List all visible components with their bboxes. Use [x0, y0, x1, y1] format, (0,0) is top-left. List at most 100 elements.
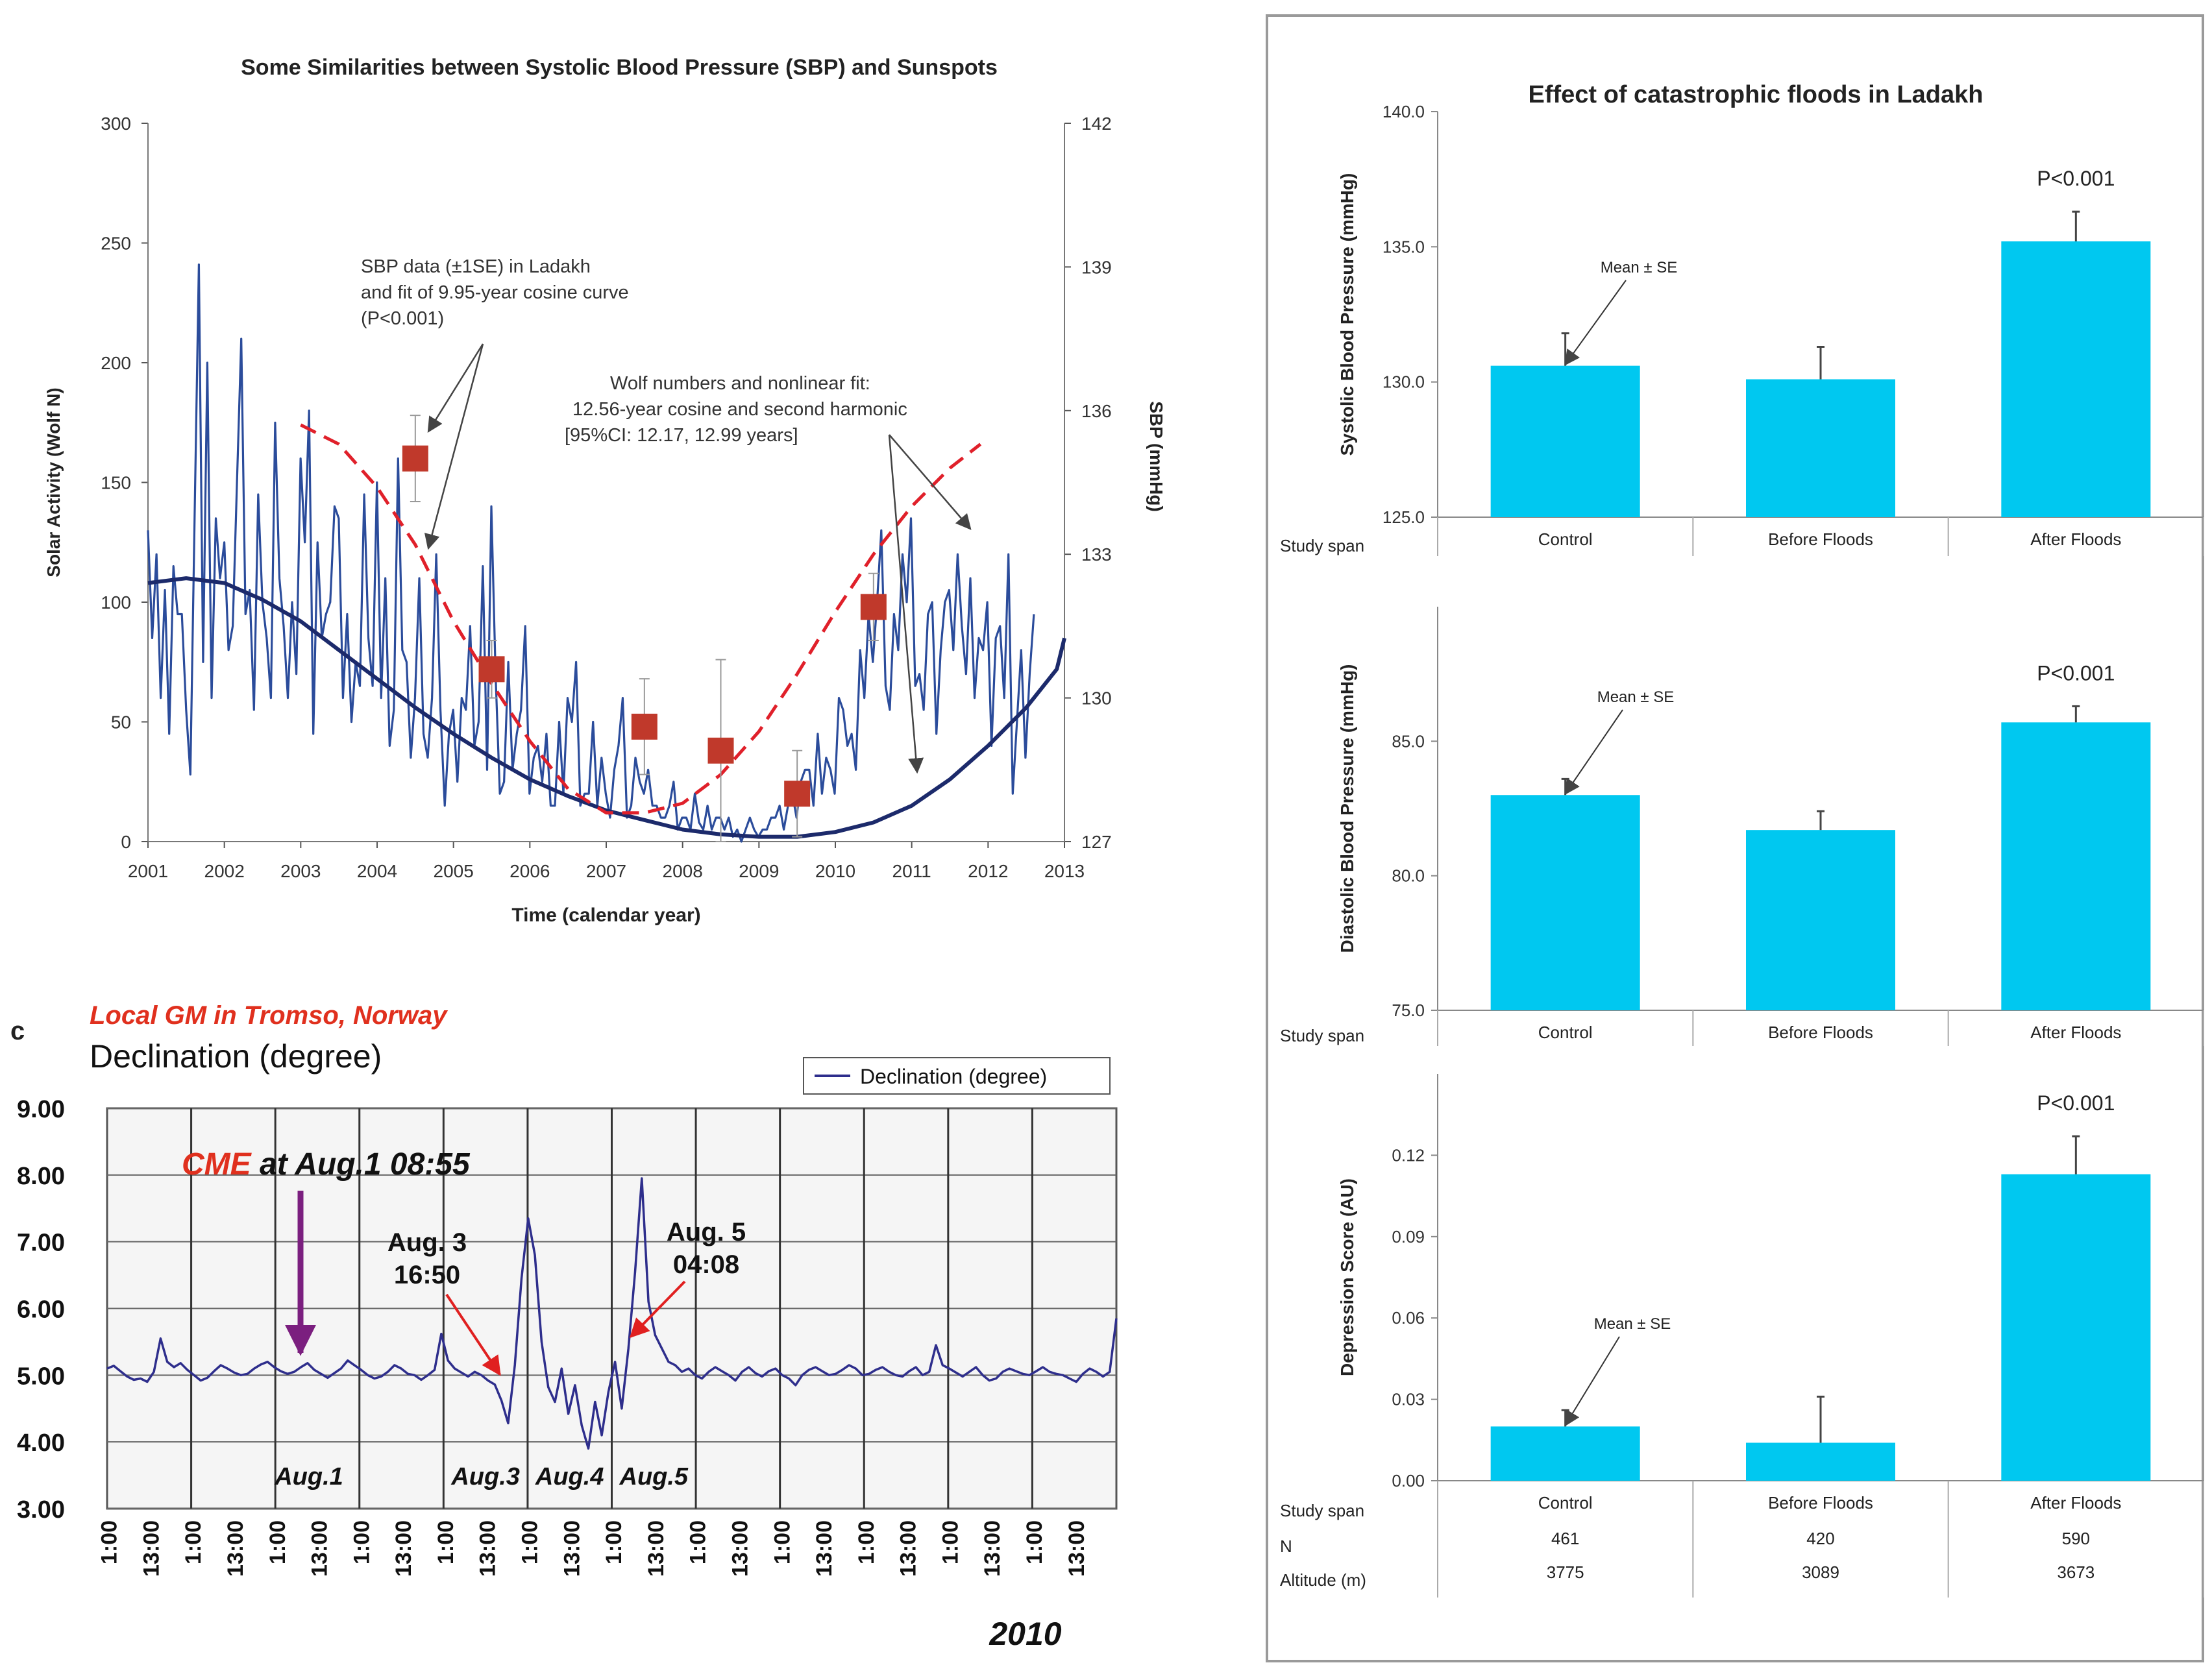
y2-tick-label: 127	[1081, 832, 1112, 852]
x-tick-label: 2011	[892, 861, 931, 881]
x-tick-label: 13:00	[644, 1520, 669, 1577]
sbp-data-point	[478, 656, 505, 683]
y2-tick-label: 130	[1081, 688, 1112, 709]
y2-tick-label: 133	[1081, 544, 1112, 565]
y-tick-label: 50	[111, 712, 131, 733]
cme-annotation: CME at Aug.1 08:55	[182, 1147, 471, 1182]
bar	[1490, 365, 1640, 517]
chart-subtitle: Declination (degree)	[90, 1038, 382, 1075]
day-label: Aug.3	[450, 1463, 520, 1490]
x-tick-label: 1:00	[97, 1520, 122, 1564]
ladakh-panel-frame	[1266, 14, 2204, 1662]
y-tick-label: 80.0	[1392, 866, 1425, 886]
y-tick-label: 8.00	[17, 1163, 65, 1190]
y-tick-label: 4.00	[17, 1429, 65, 1457]
bar	[2001, 722, 2151, 1010]
y-tick-label: 135.0	[1382, 237, 1425, 256]
y-tick-label: 0.06	[1392, 1308, 1425, 1328]
y-tick-label: 200	[101, 353, 131, 373]
y-tick-label: 5.00	[17, 1363, 65, 1390]
y-tick-label: 0.12	[1392, 1145, 1425, 1165]
row-label: Study span	[1280, 536, 1364, 555]
y-tick-label: 100	[101, 592, 131, 613]
x-tick-label: 1:00	[434, 1520, 458, 1564]
wolf-annotation-line: 12.56-year cosine and second harmonic	[572, 399, 907, 420]
y-tick-label: 85.0	[1392, 731, 1425, 751]
sbp-data-point	[707, 737, 734, 764]
x-tick-label: 2002	[204, 861, 245, 881]
p-value-label: P<0.001	[2037, 661, 2115, 685]
sbp-annotation-line: and fit of 9.95-year cosine curve	[361, 282, 629, 303]
y2-tick-label: 136	[1081, 401, 1112, 421]
x-tick-label: 13:00	[559, 1520, 584, 1577]
y-tick-label: 130.0	[1382, 372, 1425, 392]
year-label: 2010	[989, 1616, 1061, 1652]
p-value-label: P<0.001	[2037, 1091, 2115, 1115]
x-tick-label: 2009	[739, 861, 779, 881]
y2-tick-label: 139	[1081, 257, 1112, 277]
declination-series	[106, 1177, 1118, 1450]
table-cell: Control	[1538, 1493, 1593, 1513]
table-cell: 3673	[2057, 1562, 2095, 1582]
category-label: Before Floods	[1768, 529, 1873, 549]
mean-se-label: Mean ± SE	[1594, 1315, 1671, 1333]
x-tick-label: 13:00	[139, 1520, 164, 1577]
x-tick-label: 2005	[434, 861, 474, 881]
x-tick-label: 13:00	[1064, 1520, 1089, 1577]
mean-se-label: Mean ± SE	[1601, 259, 1678, 276]
x-tick-label: 13:00	[980, 1520, 1005, 1577]
wolf-annotation-line: Wolf numbers and nonlinear fit:	[610, 373, 870, 394]
category-label: Control	[1538, 529, 1593, 549]
chart-title: Local GM in Tromso, Norway	[90, 1001, 448, 1030]
table-cell: 3089	[1802, 1562, 1839, 1582]
x-tick-label: 13:00	[896, 1520, 921, 1577]
aug3-annotation-line: 16:50	[394, 1261, 460, 1289]
x-tick-label: 1:00	[602, 1520, 626, 1564]
sbp-data-point	[860, 594, 887, 620]
tromso-declination-chart: c Local GM in Tromso, Norway Declination (…	[10, 1001, 1118, 1652]
sbp-data-point	[402, 445, 428, 472]
ladakh-dbp-chart: 75.0 80.0 85.0 Diastolic Blood Pressure (mm…	[1280, 607, 2204, 1046]
bar	[1490, 1426, 1640, 1481]
y-tick-label: 250	[101, 234, 131, 254]
x-tick-label: 1:00	[854, 1520, 879, 1564]
category-label: After Floods	[2030, 529, 2121, 549]
chart-title: Effect of catastrophic floods in Ladakh	[1529, 81, 1984, 108]
sbp-annotation-line: (P<0.001)	[361, 308, 444, 329]
y-axis-title: Diastolic Blood Pressure (mmHg)	[1337, 664, 1357, 953]
x-tick-label: 2001	[128, 861, 168, 881]
aug3-annotation-line: Aug. 3	[387, 1228, 467, 1257]
x-tick-label: 2004	[357, 861, 397, 881]
x-tick-label: 1:00	[686, 1520, 711, 1564]
x-tick-label: 13:00	[728, 1520, 752, 1577]
table-row-label: Study span	[1280, 1501, 1364, 1520]
sunspots-sbp-chart: Some Similarities between Systolic Blood…	[43, 55, 1166, 926]
x-tick-label: 1:00	[938, 1520, 963, 1564]
aug3-arrow	[445, 1293, 501, 1376]
x-tick-label: 1:00	[1022, 1520, 1047, 1564]
bar	[1490, 795, 1640, 1010]
wolf-fit-curve	[147, 576, 1066, 839]
x-tick-label: 2008	[663, 861, 703, 881]
table-cell: 420	[1806, 1529, 1834, 1548]
y-tick-label: 0	[121, 832, 131, 852]
x-tick-label: 13:00	[391, 1520, 416, 1577]
aug5-annotation-line: Aug. 5	[667, 1218, 746, 1246]
mean-se-label: Mean ± SE	[1597, 688, 1675, 706]
legend-box	[803, 1057, 1111, 1095]
y-tick-label: 9.00	[17, 1096, 65, 1123]
x-tick-label: 1:00	[181, 1520, 206, 1564]
x-tick-label: 2006	[510, 861, 550, 881]
bar	[1746, 1442, 1895, 1481]
x-tick-label: 2007	[586, 861, 626, 881]
y-tick-label: 300	[101, 114, 131, 134]
bar	[1746, 379, 1895, 517]
day-label: Aug.5	[619, 1463, 689, 1490]
panel-label: c	[10, 1017, 25, 1045]
p-value-label: P<0.001	[2037, 167, 2115, 190]
table-cell: After Floods	[2030, 1493, 2121, 1513]
y-axis-title: Depression Score (AU)	[1337, 1178, 1357, 1376]
wolf-annotation-line: [95%CI: 12.17, 12.99 years]	[565, 425, 798, 446]
x-axis-title: Time (calendar year)	[511, 905, 700, 926]
day-label: Aug.4	[535, 1463, 604, 1490]
